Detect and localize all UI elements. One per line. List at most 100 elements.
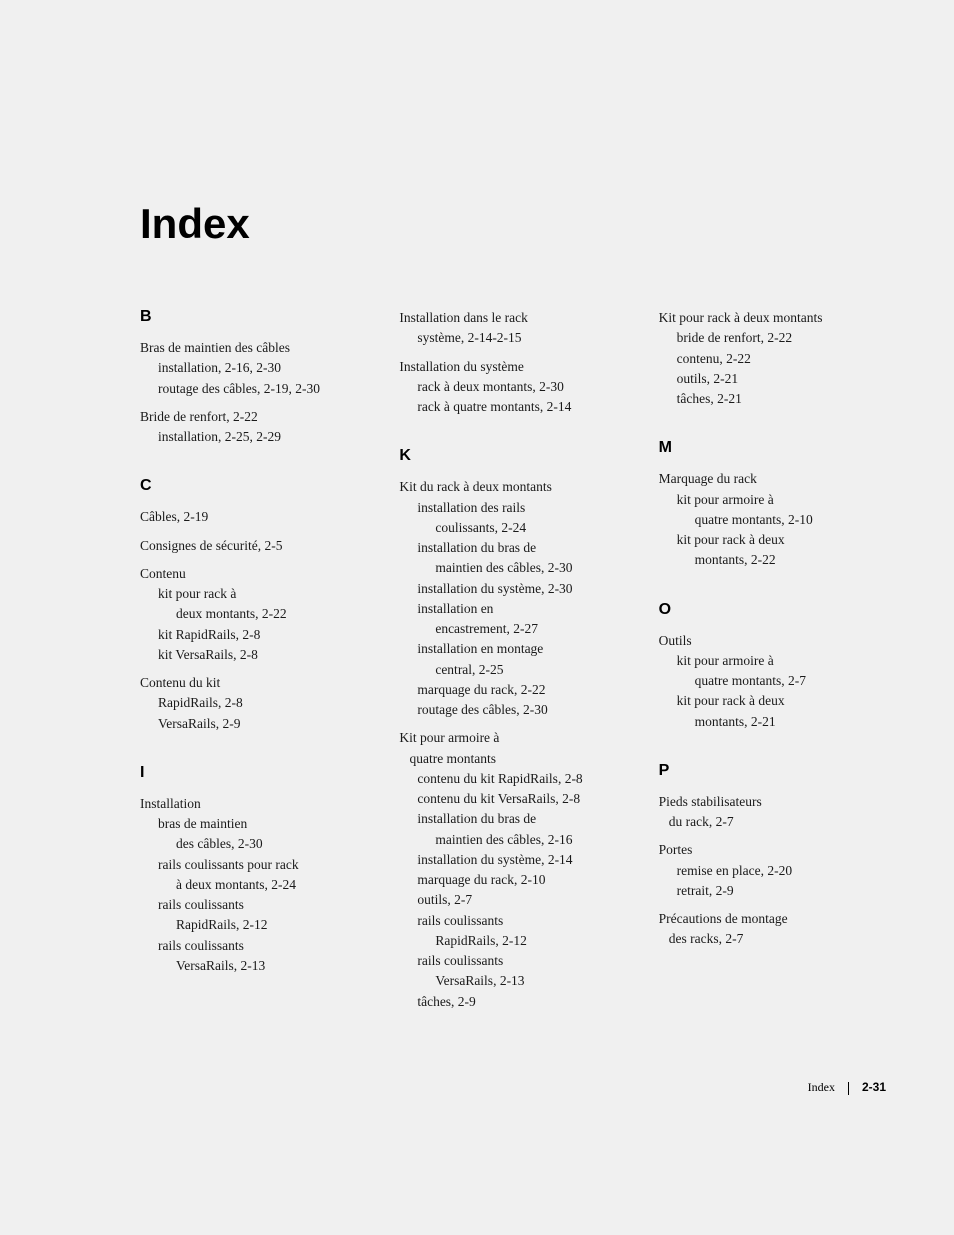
- entry-sub: deux montants, 2-22: [140, 604, 375, 624]
- entry-sub: kit pour rack à: [140, 584, 375, 604]
- entry-sub: bride de renfort, 2-22: [659, 328, 894, 348]
- column-2: Installation dans le racksystème, 2-14-2…: [399, 308, 634, 1020]
- index-entry: Câbles, 2-19: [140, 507, 375, 527]
- footer-page-number: 2-31: [862, 1080, 886, 1094]
- entry-sub: RapidRails, 2-12: [399, 931, 634, 951]
- entry-sub: rails coulissants: [140, 936, 375, 956]
- index-entry: Marquage du rackkit pour armoire àquatre…: [659, 469, 894, 570]
- index-entry: Précautions de montage des racks, 2-7: [659, 909, 894, 950]
- index-entry: Portesremise en place, 2-20retrait, 2-9: [659, 840, 894, 901]
- entry-sub: système, 2-14-2-15: [399, 328, 634, 348]
- entry-sub: marquage du rack, 2-22: [399, 680, 634, 700]
- index-entry: Installation du systèmerack à deux monta…: [399, 357, 634, 418]
- entry-sub: routage des câbles, 2-30: [399, 700, 634, 720]
- entry-sub: VersaRails, 2-13: [140, 956, 375, 976]
- entry-sub: outils, 2-21: [659, 369, 894, 389]
- index-entry: Kit du rack à deux montantsinstallation …: [399, 477, 634, 720]
- entry-sub: marquage du rack, 2-10: [399, 870, 634, 890]
- entry-sub: kit pour rack à deux: [659, 691, 894, 711]
- entry-main: Bras de maintien des câbles: [140, 338, 375, 358]
- entry-sub: routage des câbles, 2-19, 2-30: [140, 379, 375, 399]
- index-entry: Kit pour armoire à quatre montantsconten…: [399, 728, 634, 1012]
- index-entry: Installation dans le racksystème, 2-14-2…: [399, 308, 634, 349]
- entry-sub: rails coulissants pour rack: [140, 855, 375, 875]
- entry-sub: encastrement, 2-27: [399, 619, 634, 639]
- entry-main: Kit pour rack à deux montants: [659, 308, 894, 328]
- entry-sub: tâches, 2-21: [659, 389, 894, 409]
- entry-sub: kit pour armoire à: [659, 651, 894, 671]
- entry-main: Câbles, 2-19: [140, 507, 375, 527]
- entry-main: Marquage du rack: [659, 469, 894, 489]
- entry-sub: VersaRails, 2-9: [140, 714, 375, 734]
- index-entry: Contenu du kitRapidRails, 2-8VersaRails,…: [140, 673, 375, 734]
- entry-sub: rails coulissants: [399, 911, 634, 931]
- entry-main: Pieds stabilisateurs: [659, 792, 894, 812]
- entry-main-cont: quatre montants: [399, 749, 634, 769]
- entry-sub: VersaRails, 2-13: [399, 971, 634, 991]
- entry-sub: installation, 2-16, 2-30: [140, 358, 375, 378]
- entry-sub: RapidRails, 2-8: [140, 693, 375, 713]
- footer-label: Index: [808, 1080, 835, 1094]
- entry-sub: central, 2-25: [399, 660, 634, 680]
- section-letter: K: [399, 447, 634, 465]
- entry-sub: kit VersaRails, 2-8: [140, 645, 375, 665]
- entry-sub: quatre montants, 2-10: [659, 510, 894, 530]
- entry-sub: kit RapidRails, 2-8: [140, 625, 375, 645]
- index-entry: Kit pour rack à deux montantsbride de re…: [659, 308, 894, 409]
- entry-sub: contenu du kit VersaRails, 2-8: [399, 789, 634, 809]
- entry-sub: retrait, 2-9: [659, 881, 894, 901]
- entry-sub: montants, 2-22: [659, 550, 894, 570]
- entry-sub: contenu, 2-22: [659, 349, 894, 369]
- entry-main: Kit du rack à deux montants: [399, 477, 634, 497]
- index-entry: Installationbras de maintiendes câbles, …: [140, 794, 375, 976]
- entry-sub: des câbles, 2-30: [140, 834, 375, 854]
- entry-main: Kit pour armoire à: [399, 728, 634, 748]
- page-footer: Index 2-31: [808, 1080, 886, 1095]
- index-entry: Pieds stabilisateurs du rack, 2-7: [659, 792, 894, 833]
- entry-sub: installation du bras de: [399, 538, 634, 558]
- section-letter: C: [140, 477, 375, 495]
- entry-sub: kit pour armoire à: [659, 490, 894, 510]
- index-entry: Bras de maintien des câblesinstallation,…: [140, 338, 375, 399]
- entry-sub: rails coulissants: [140, 895, 375, 915]
- index-entry: Consignes de sécurité, 2-5: [140, 536, 375, 556]
- entry-sub: maintien des câbles, 2-30: [399, 558, 634, 578]
- entry-sub: rack à deux montants, 2-30: [399, 377, 634, 397]
- section-letter: B: [140, 308, 375, 326]
- entry-main: Contenu du kit: [140, 673, 375, 693]
- entry-sub: installation du système, 2-14: [399, 850, 634, 870]
- entry-main: Bride de renfort, 2-22: [140, 407, 375, 427]
- entry-sub: tâches, 2-9: [399, 992, 634, 1012]
- section-letter: I: [140, 764, 375, 782]
- entry-sub: contenu du kit RapidRails, 2-8: [399, 769, 634, 789]
- entry-sub: installation des rails: [399, 498, 634, 518]
- entry-sub: rails coulissants: [399, 951, 634, 971]
- entry-main-cont: du rack, 2-7: [659, 812, 894, 832]
- entry-main: Installation dans le rack: [399, 308, 634, 328]
- index-entry: Bride de renfort, 2-22installation, 2-25…: [140, 407, 375, 448]
- footer-separator: [848, 1082, 849, 1095]
- index-entry: Contenukit pour rack àdeux montants, 2-2…: [140, 564, 375, 665]
- entry-sub: quatre montants, 2-7: [659, 671, 894, 691]
- entry-sub: coulissants, 2-24: [399, 518, 634, 538]
- entry-sub: bras de maintien: [140, 814, 375, 834]
- entry-sub: kit pour rack à deux: [659, 530, 894, 550]
- entry-sub: maintien des câbles, 2-16: [399, 830, 634, 850]
- entry-main: Consignes de sécurité, 2-5: [140, 536, 375, 556]
- entry-main: Outils: [659, 631, 894, 651]
- entry-sub: outils, 2-7: [399, 890, 634, 910]
- entry-main: Installation du système: [399, 357, 634, 377]
- entry-sub: remise en place, 2-20: [659, 861, 894, 881]
- entry-main: Précautions de montage: [659, 909, 894, 929]
- entry-sub: rack à quatre montants, 2-14: [399, 397, 634, 417]
- index-entry: Outilskit pour armoire àquatre montants,…: [659, 631, 894, 732]
- entry-sub: installation en: [399, 599, 634, 619]
- entry-sub: installation du bras de: [399, 809, 634, 829]
- page-title: Index: [140, 200, 894, 248]
- entry-sub: à deux montants, 2-24: [140, 875, 375, 895]
- entry-sub: RapidRails, 2-12: [140, 915, 375, 935]
- column-1: B Bras de maintien des câblesinstallation…: [140, 308, 375, 1020]
- entry-main: Portes: [659, 840, 894, 860]
- index-page: Index BBras de maintien des câblesinstal…: [0, 85, 954, 1235]
- section-letter: M: [659, 439, 894, 457]
